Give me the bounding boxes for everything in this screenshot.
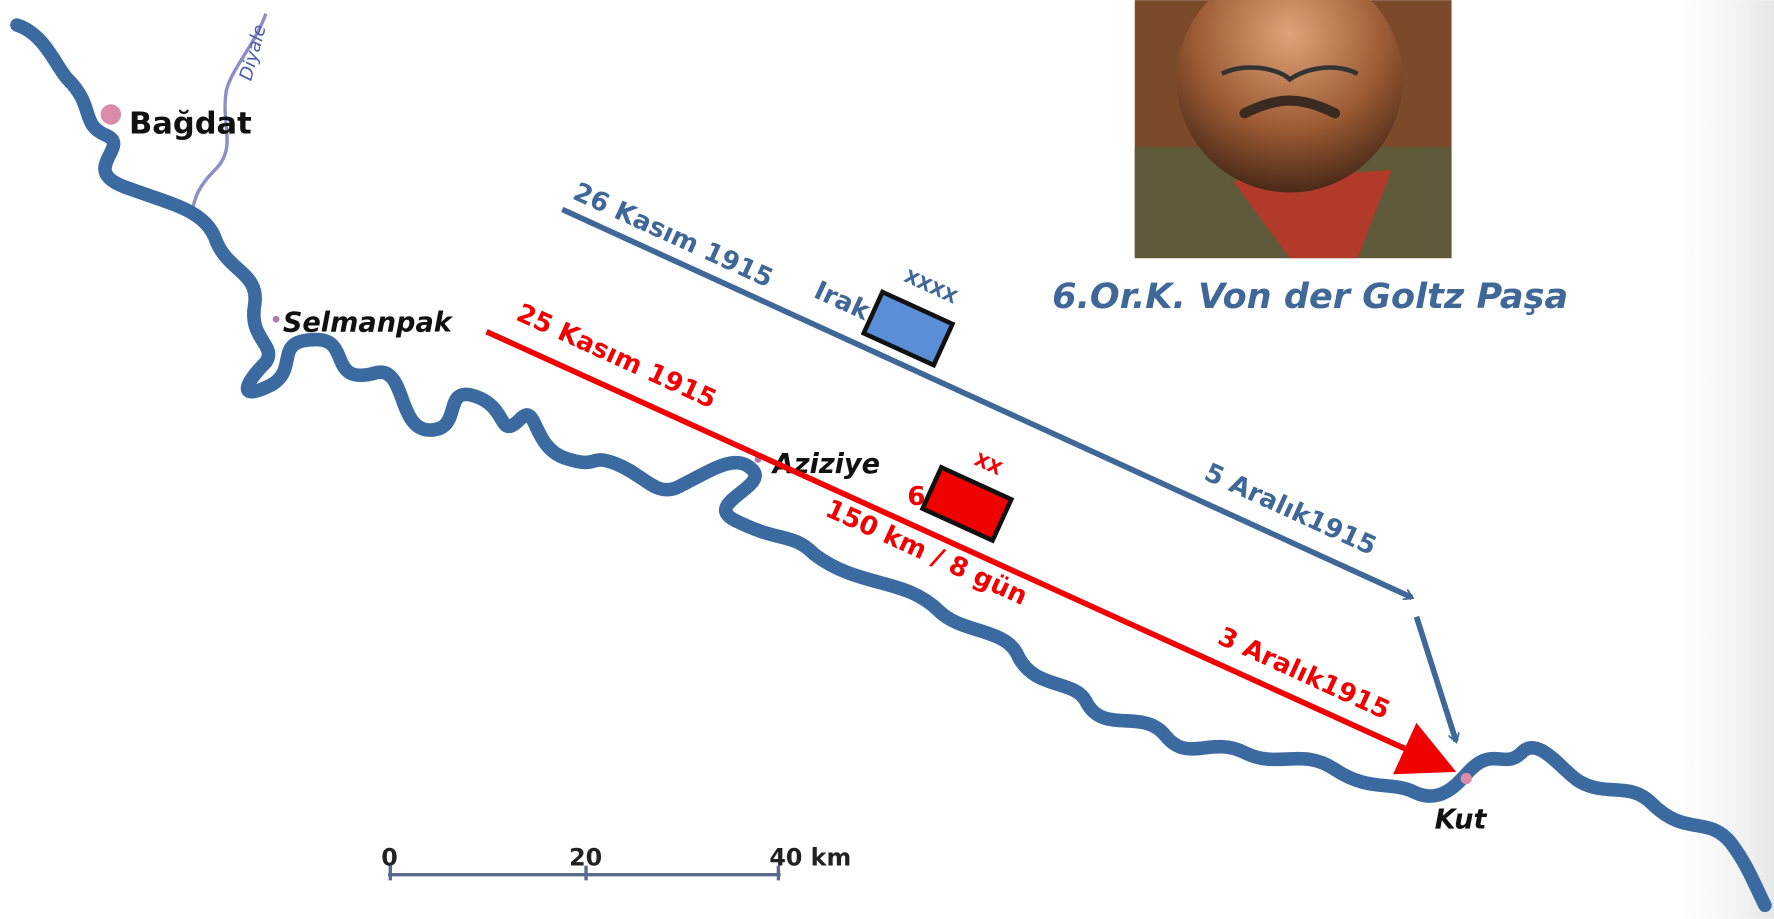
place-label: Aziziye bbox=[771, 449, 880, 480]
route-date: 26 Kasım 1915 bbox=[568, 177, 777, 294]
city-dot bbox=[1461, 773, 1472, 784]
scale-label: 0 bbox=[381, 844, 398, 872]
scale-label: 40 km bbox=[769, 844, 851, 872]
ottoman-arrow bbox=[1416, 617, 1456, 741]
place-label: Bağdat bbox=[129, 107, 252, 142]
place-label: Selmanpak bbox=[283, 308, 454, 339]
unit-size: XX bbox=[971, 449, 1005, 480]
scale-label: 20 bbox=[569, 844, 602, 872]
river bbox=[17, 25, 1765, 905]
page: Diyale Bağdat Selmanpak Aziziye Kut 26 K… bbox=[0, 0, 1774, 919]
place-label: Kut bbox=[1435, 804, 1488, 835]
unit-label: Irak bbox=[809, 276, 874, 327]
background-texture bbox=[1652, 0, 1774, 919]
map: Diyale Bağdat Selmanpak Aziziye Kut 26 K… bbox=[0, 0, 1774, 919]
route-date: 5 Aralık1915 bbox=[1200, 458, 1381, 562]
portrait-caption: 6.Or.K. Von der Goltz Paşa bbox=[1052, 276, 1568, 317]
portrait bbox=[1135, 0, 1452, 258]
city-dot bbox=[101, 104, 121, 124]
city-dot bbox=[273, 316, 280, 323]
unit-symbol bbox=[923, 467, 1012, 540]
tributary-label: Diyale bbox=[236, 22, 271, 82]
